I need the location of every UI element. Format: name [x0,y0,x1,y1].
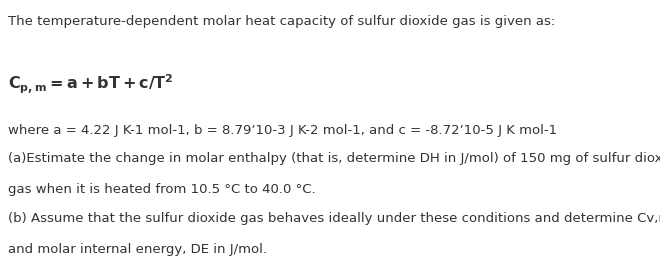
Text: The temperature-dependent molar heat capacity of sulfur dioxide gas is given as:: The temperature-dependent molar heat cap… [8,15,555,28]
Text: (a)Estimate the change in molar enthalpy (that is, determine DH in J/mol) of 150: (a)Estimate the change in molar enthalpy… [8,152,660,165]
Text: $\mathbf{C_{p,m} = a + bT + c/T^{2}}$: $\mathbf{C_{p,m} = a + bT + c/T^{2}}$ [8,72,174,95]
Text: (b) Assume that the sulfur dioxide gas behaves ideally under these conditions an: (b) Assume that the sulfur dioxide gas b… [8,212,660,224]
Text: and molar internal energy, DE in J/mol.: and molar internal energy, DE in J/mol. [8,243,267,255]
Text: gas when it is heated from 10.5 °C to 40.0 °C.: gas when it is heated from 10.5 °C to 40… [8,183,315,196]
Text: where a = 4.22 J K-1 mol-1, b = 8.79ʼ10-3 J K-2 mol-1, and c = -8.72ʼ10-5 J K mo: where a = 4.22 J K-1 mol-1, b = 8.79ʼ10-… [8,124,557,137]
